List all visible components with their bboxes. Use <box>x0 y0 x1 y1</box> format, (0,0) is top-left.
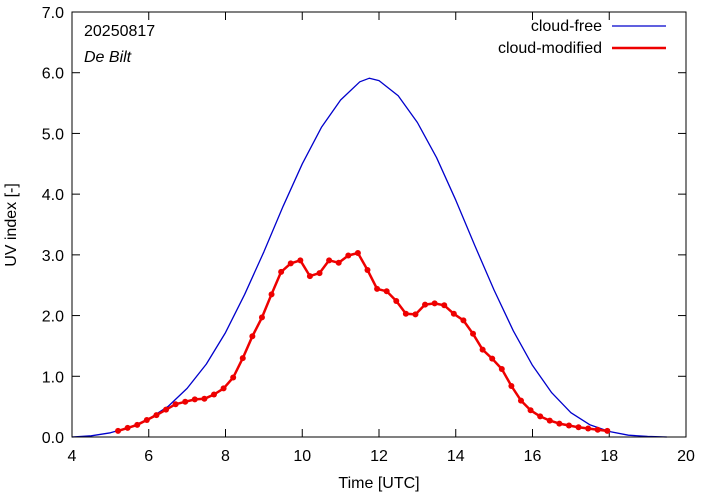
series-line-cloud-modified <box>117 251 608 433</box>
y-tick-label: 0.0 <box>42 430 64 447</box>
data-point-cloud-modified <box>585 425 592 432</box>
data-point-cloud-modified <box>326 257 333 264</box>
y-tick-label: 2.0 <box>42 309 64 326</box>
data-point-cloud-modified <box>498 366 505 372</box>
data-point-cloud-modified <box>402 310 409 317</box>
data-point-cloud-modified <box>354 250 361 257</box>
data-point-cloud-modified <box>182 398 189 405</box>
data-point-cloud-modified <box>335 259 342 266</box>
data-point-cloud-modified <box>604 427 611 434</box>
data-point-cloud-modified <box>479 346 486 353</box>
x-tick-label: 18 <box>600 448 618 465</box>
data-point-cloud-modified <box>287 260 294 267</box>
y-tick-label: 7.0 <box>42 5 64 22</box>
data-point-cloud-modified <box>316 270 323 277</box>
data-point-cloud-modified <box>345 252 352 259</box>
data-point-cloud-modified <box>546 417 553 424</box>
y-tick-label: 6.0 <box>42 66 64 83</box>
data-point-cloud-modified <box>172 401 179 408</box>
data-point-cloud-modified <box>163 406 170 413</box>
data-point-cloud-modified <box>575 424 582 431</box>
data-point-cloud-modified <box>191 396 198 403</box>
data-point-cloud-modified <box>393 298 400 304</box>
data-point-cloud-modified <box>134 421 141 428</box>
data-point-cloud-modified <box>374 285 381 292</box>
data-point-cloud-modified <box>412 311 419 318</box>
x-tick-label: 8 <box>221 448 230 465</box>
data-point-cloud-modified <box>527 407 534 414</box>
data-point-cloud-modified <box>278 268 285 275</box>
y-tick-label: 1.0 <box>42 369 64 386</box>
location-label: De Bilt <box>84 49 132 66</box>
legend-label-cloud-modified: cloud-modified <box>498 40 602 57</box>
data-point-cloud-modified <box>364 267 371 274</box>
data-point-cloud-modified <box>517 397 524 404</box>
y-tick-label: 4.0 <box>42 187 64 204</box>
y-tick-label: 5.0 <box>42 126 64 143</box>
plot-frame <box>71 11 687 438</box>
data-point-cloud-modified <box>143 417 150 423</box>
y-tick-label: 3.0 <box>42 248 64 265</box>
data-point-cloud-modified <box>153 412 160 419</box>
x-tick-label: 16 <box>524 448 542 465</box>
data-point-cloud-modified <box>220 385 227 392</box>
data-point-cloud-modified <box>383 288 390 295</box>
data-point-cloud-modified <box>422 301 429 308</box>
y-axis-label: UV index [-] <box>3 183 20 267</box>
axes: 4 6 8 10 12 14 16 18 20 0.0 1.0 2.0 3.0 4.0 5.0 6.0 7.0 <box>42 5 695 465</box>
data-point-cloud-modified <box>594 426 601 433</box>
data-point-cloud-modified <box>556 420 563 427</box>
data-point-cloud-modified <box>565 422 572 429</box>
data-point-cloud-modified <box>115 427 122 434</box>
data-point-cloud-modified <box>230 374 237 381</box>
data-point-cloud-modified <box>460 317 467 324</box>
data-point-cloud-modified <box>450 310 457 317</box>
data-point-cloud-modified <box>508 383 515 389</box>
data-point-cloud-modified <box>489 355 496 362</box>
data-point-cloud-modified <box>441 302 448 309</box>
x-tick-label: 6 <box>144 448 153 465</box>
x-tick-label: 10 <box>293 448 311 465</box>
data-point-cloud-modified <box>306 273 313 280</box>
data-point-cloud-modified <box>258 314 265 321</box>
data-point-cloud-modified <box>239 355 246 362</box>
x-axis-label: Time [UTC] <box>338 475 419 492</box>
legend: cloud-free cloud-modified <box>498 18 666 57</box>
x-tick-label: 14 <box>447 448 465 465</box>
data-point-cloud-modified <box>537 413 544 420</box>
series-line-cloud-free <box>71 77 667 438</box>
x-tick-label: 20 <box>677 448 695 465</box>
x-tick-label: 4 <box>68 448 77 465</box>
series-layer <box>71 77 667 438</box>
data-point-cloud-modified <box>249 333 256 340</box>
data-point-cloud-modified <box>210 391 217 398</box>
data-point-cloud-modified <box>297 257 304 264</box>
date-label: 20250817 <box>84 23 155 40</box>
legend-label-cloud-free: cloud-free <box>531 18 602 35</box>
data-point-cloud-modified <box>124 424 131 431</box>
data-point-cloud-modified <box>201 395 208 402</box>
data-point-cloud-modified <box>431 300 438 307</box>
data-point-cloud-modified <box>470 330 477 337</box>
x-tick-label: 12 <box>370 448 388 465</box>
data-point-cloud-modified <box>268 291 275 298</box>
